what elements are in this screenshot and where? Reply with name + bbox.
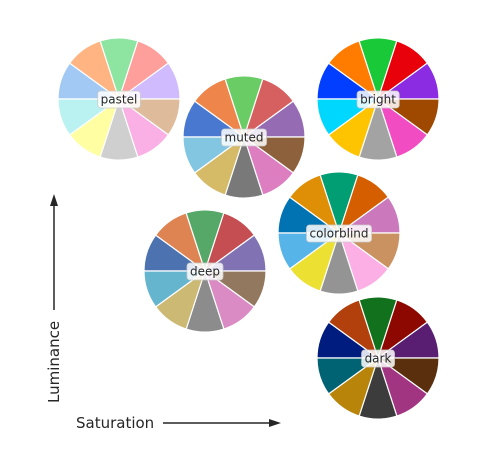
saturation-axis: Saturation <box>76 414 281 432</box>
luminance-arrowhead-icon <box>50 194 58 206</box>
palette-wheel-bright: bright <box>316 37 440 161</box>
saturation-axis-label: Saturation <box>76 414 154 432</box>
palette-wheel-colorblind: colorblind <box>277 171 401 295</box>
luminance-axis-label: Luminance <box>45 321 63 403</box>
saturation-arrowhead-icon <box>269 419 281 427</box>
palette-label-pastel: pastel <box>101 93 138 107</box>
palette-label-dark: dark <box>365 352 392 366</box>
palette-wheel-muted: muted <box>182 75 306 199</box>
palette-label-bright: bright <box>360 93 396 107</box>
palette-label-box <box>97 90 141 109</box>
palette-wheel-dark: dark <box>316 296 440 420</box>
palette-label-box <box>361 349 395 368</box>
palette-label-box <box>221 128 267 147</box>
palette-label-deep: deep <box>190 265 220 279</box>
palette-label-box <box>186 262 224 281</box>
palette-label-box <box>356 90 400 109</box>
palette-wheels: pastel muted bright colorblind deep dark <box>57 37 440 420</box>
palette-wheel-pastel: pastel <box>57 37 181 161</box>
palette-wheel-deep: deep <box>143 209 267 333</box>
palette-label-box <box>306 224 372 243</box>
palette-label-colorblind: colorblind <box>309 227 368 241</box>
palette-label-muted: muted <box>225 131 264 145</box>
luminance-axis: Luminance <box>45 194 63 403</box>
